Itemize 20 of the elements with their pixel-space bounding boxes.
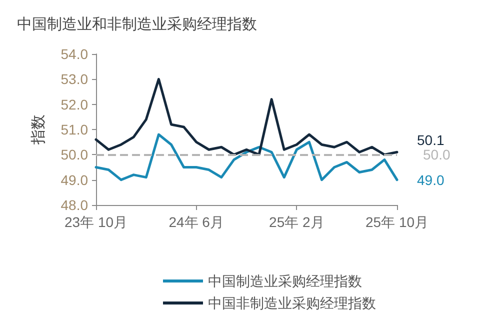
y-axis-title: 指数 xyxy=(30,114,47,146)
line-series xyxy=(94,133,398,182)
line-series xyxy=(94,78,398,156)
y-tick-label: 48.0 xyxy=(60,197,88,213)
y-tick-label: 52.0 xyxy=(60,96,88,112)
data-label: 50.1 xyxy=(417,132,444,148)
y-tick-label: 54.0 xyxy=(60,46,88,62)
chart-title: 中国制造业和非制造业采购经理指数 xyxy=(17,16,257,33)
x-tick-label: 25年 10月 xyxy=(365,214,429,230)
legend-label: 中国制造业采购经理指数 xyxy=(208,273,362,289)
legend-label: 中国非制造业采购经理指数 xyxy=(208,295,376,311)
data-label: 49.0 xyxy=(417,172,444,188)
x-tick-label: 24年 6月 xyxy=(168,214,224,230)
y-tick-label: 50.0 xyxy=(60,146,88,163)
ref-line-label: 50.0 xyxy=(423,146,450,163)
y-tick-label: 53.0 xyxy=(60,71,88,88)
y-tick-label: 49.0 xyxy=(60,172,88,188)
y-tick-label: 51.0 xyxy=(60,122,88,138)
x-tick-label: 23年 10月 xyxy=(64,214,128,230)
x-tick-label: 25年 2月 xyxy=(269,214,324,230)
